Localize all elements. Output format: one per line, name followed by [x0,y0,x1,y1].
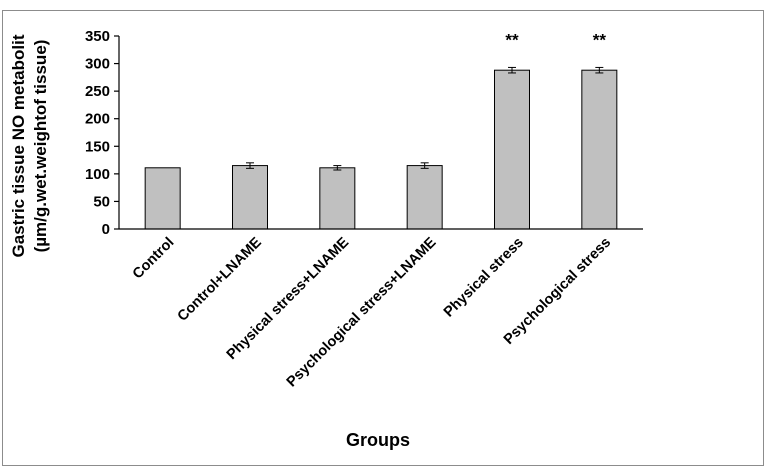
y-axis-label-line-2: (µm/g.wet.weightof tissue) [31,40,50,253]
y-tick-label: 150 [85,138,110,155]
error-bar [246,162,254,169]
bar [406,165,443,230]
y-tick-label: 100 [85,166,110,183]
x-category-label: Control+LNAME [175,234,265,324]
bar [232,165,268,230]
chart-frame [2,10,764,466]
significance-label: ** [505,30,519,49]
y-axis-label-line-1: Gastric tissue NO metabolit [9,34,28,257]
y-tick-label: 300 [85,56,110,73]
error-bar [420,162,429,169]
error-bars [246,66,604,171]
bars [144,69,618,230]
y-tick-label: 200 [85,111,110,128]
x-category-label: Physical stress [441,235,527,321]
y-tick-label: 50 [93,193,110,210]
y-tick-label: 250 [85,83,110,100]
x-axis-label: Groups [346,430,410,450]
error-bar [508,66,516,74]
error-bar [595,66,604,74]
x-category-label: Psychological stress+LNAME [284,234,440,390]
significance-annotations: ** ** [505,30,606,49]
y-tick-label: 350 [85,28,110,45]
x-category-label: Control [130,235,178,283]
bar [319,167,356,230]
bar [581,69,618,230]
significance-label: ** [593,30,607,49]
y-tick-label: 0 [102,221,110,238]
bar [144,167,181,230]
error-bar [333,165,342,171]
bar [494,69,530,230]
y-axis-ticks: 0 50 100 150 200 250 300 350 [85,28,119,238]
